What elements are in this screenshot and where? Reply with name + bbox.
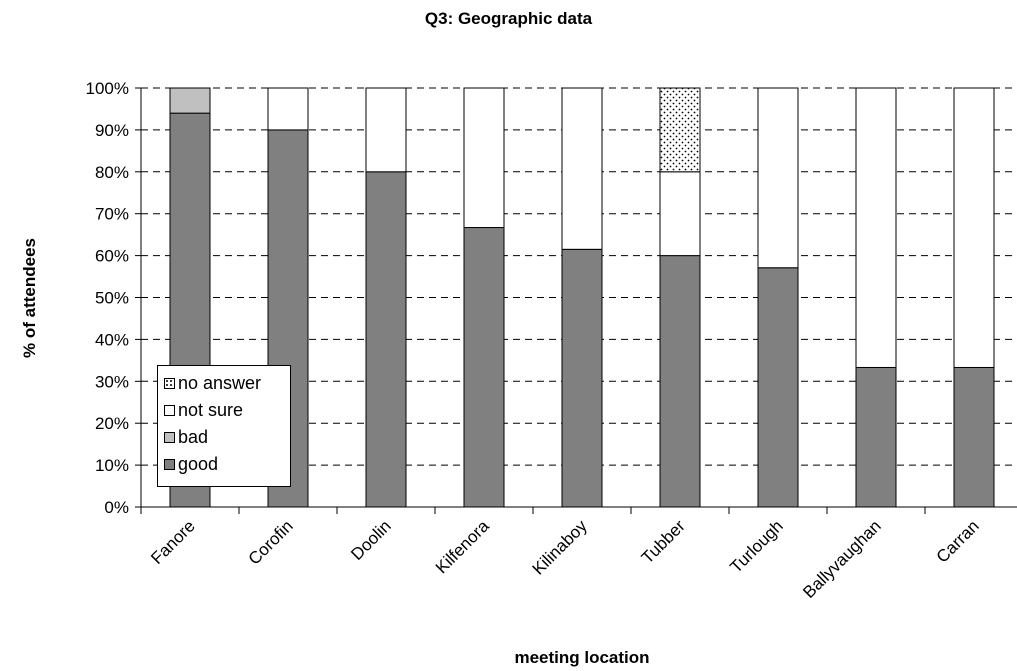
y-tick-label: 40% <box>95 330 129 349</box>
bar-not-sure-corofin <box>267 87 309 131</box>
x-axis-title: meeting location <box>514 648 650 667</box>
bar-good-tubber <box>659 255 701 508</box>
bar-not-sure-tubber <box>659 171 701 257</box>
legend-item: no answer <box>164 370 290 397</box>
bar-not-sure-kilfenora <box>463 87 505 229</box>
bar-not-sure-carran <box>953 87 995 368</box>
y-tick-label: 10% <box>95 456 129 475</box>
x-tick-label: Turlough <box>726 516 786 576</box>
legend-swatch <box>164 432 175 443</box>
bar-no-answer-tubber <box>659 87 701 173</box>
y-tick-label: 20% <box>95 414 129 433</box>
legend-swatch <box>164 378 175 389</box>
bar-good-carran <box>953 366 995 508</box>
legend-swatch <box>164 459 175 470</box>
legend: no answer not sure bad good <box>157 365 291 487</box>
legend-label: bad <box>178 427 209 447</box>
bar-good-ballyvaughan <box>855 366 897 508</box>
bar-good-kilinaboy <box>561 248 603 508</box>
x-tick-label: Doolin <box>347 516 395 564</box>
y-tick-label: 100% <box>86 79 129 98</box>
bar-not-sure-kilinaboy <box>561 87 603 250</box>
x-tick-label: Fanore <box>147 516 199 568</box>
x-tick-label: Ballyvaughan <box>799 516 885 602</box>
chart-title: Q3: Geographic data <box>424 9 593 28</box>
bar-not-sure-doolin <box>365 87 407 173</box>
y-tick-label: 90% <box>95 121 129 140</box>
bar-good-doolin <box>365 171 407 508</box>
x-tick-label: Corofin <box>245 516 297 568</box>
y-tick-label: 70% <box>95 205 129 224</box>
legend-label: good <box>178 454 219 474</box>
legend-item: good <box>164 451 290 478</box>
x-tick-label: Carran <box>933 516 983 566</box>
y-tick-label: 50% <box>95 289 129 308</box>
legend-label: no answer <box>178 373 262 393</box>
bar-good-kilfenora <box>463 227 505 508</box>
legend-item: not sure <box>164 397 290 424</box>
x-tick-label: Tubber <box>638 516 689 567</box>
x-tick-label: Kilinaboy <box>529 516 592 579</box>
bar-not-sure-ballyvaughan <box>855 87 897 368</box>
x-tick-label: Kilfenora <box>432 516 493 577</box>
y-tick-label: 30% <box>95 372 129 391</box>
legend-swatch <box>164 405 175 416</box>
legend-item: bad <box>164 424 290 451</box>
bar-good-turlough <box>757 267 799 508</box>
bar-not-sure-turlough <box>757 87 799 269</box>
bar-bad-fanore <box>169 87 211 114</box>
legend-label: not sure <box>178 400 244 420</box>
y-tick-label: 0% <box>104 498 129 517</box>
y-tick-label: 60% <box>95 247 129 266</box>
bars <box>169 87 995 508</box>
y-tick-label: 80% <box>95 163 129 182</box>
